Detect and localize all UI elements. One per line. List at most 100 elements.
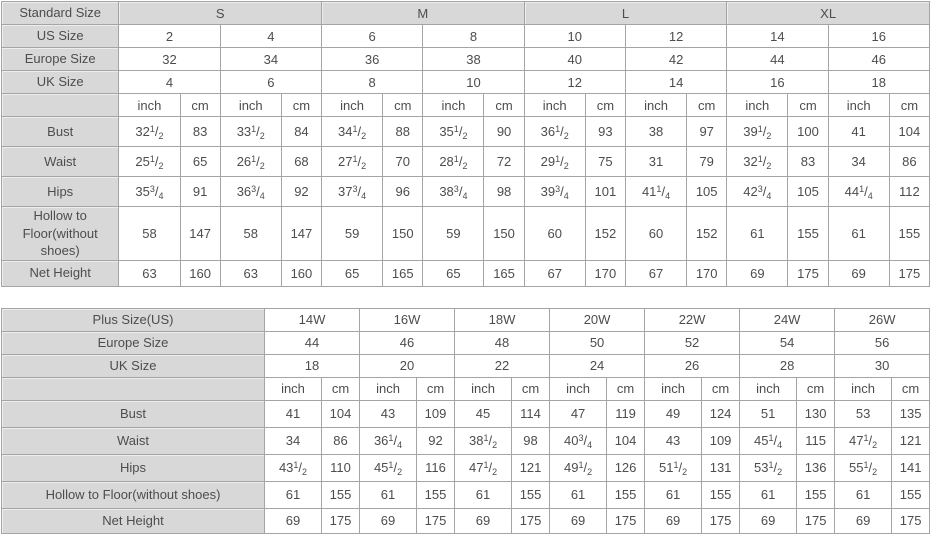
hollow-to-floor-without-shoes-cm-value: 147 — [179, 206, 221, 261]
hollow-to-floor-without-shoes-inch-value: 61 — [834, 480, 893, 509]
net-height-inch-value: 69 — [454, 507, 513, 534]
waist-inch-value: 291/2 — [523, 146, 586, 177]
unit-cm-label: cm — [584, 93, 626, 117]
row-label-bust: Bust — [1, 399, 265, 428]
unit-cm-label: cm — [796, 376, 836, 401]
row-label-uk-size: UK Size — [1, 353, 265, 378]
bust-inch-value: 43 — [359, 399, 418, 428]
unit-cm-label: cm — [382, 93, 424, 117]
hips-cm-value: 121 — [511, 453, 551, 482]
waist-cm-value: 79 — [686, 146, 728, 177]
uk-size-value: 30 — [834, 353, 931, 378]
us-size-value: 16 — [827, 24, 931, 48]
hips-cm-value: 92 — [280, 176, 323, 207]
hollow-to-floor-without-shoes-inch-value: 58 — [118, 206, 181, 261]
net-height-inch-value: 65 — [320, 259, 384, 287]
bust-inch-value: 361/2 — [523, 116, 586, 147]
row-label-europe-size: Europe Size — [0, 47, 120, 71]
europe-size-value: 34 — [219, 47, 323, 71]
net-height-inch-value: 69 — [739, 507, 798, 534]
waist-inch-value: 471/2 — [834, 426, 893, 455]
hips-inch-value: 491/2 — [549, 453, 608, 482]
net-height-cm-value: 160 — [280, 259, 323, 287]
bust-inch-value: 321/2 — [118, 116, 181, 147]
bust-inch-value: 45 — [454, 399, 513, 428]
hollow-to-floor-without-shoes-cm-value: 155 — [796, 480, 836, 509]
standard-size-table: Standard Size S M L XL US Size 2 4 6 8 10 12 14 16 Eur… — [0, 1, 931, 287]
bust-inch-value: 51 — [739, 399, 798, 428]
net-height-cm-value: 175 — [701, 507, 741, 534]
net-height-cm-value: 175 — [796, 507, 836, 534]
hollow-to-floor-without-shoes-inch-value: 61 — [264, 480, 322, 509]
hips-inch-value: 353/4 — [118, 176, 181, 207]
hollow-to-floor-without-shoes-inch-value: 58 — [219, 206, 282, 261]
europe-size-value: 36 — [320, 47, 424, 71]
hollow-to-floor-without-shoes-cm-value: 155 — [787, 206, 829, 261]
hips-cm-value: 131 — [701, 453, 741, 482]
uk-size-value: 10 — [422, 70, 525, 94]
waist-cm-value: 83 — [787, 146, 829, 177]
bust-cm-value: 100 — [787, 116, 829, 147]
net-height-cm-value: 170 — [686, 259, 728, 287]
net-height-inch-value: 63 — [118, 259, 181, 287]
uk-size-value: 4 — [118, 70, 221, 94]
net-height-inch-value: 69 — [834, 507, 893, 534]
hips-inch-value: 531/2 — [739, 453, 798, 482]
net-height-inch-value: 69 — [264, 507, 322, 534]
net-height-cm-value: 175 — [320, 507, 361, 534]
uk-size-value: 18 — [263, 353, 361, 378]
hips-cm-value: 126 — [606, 453, 646, 482]
hips-cm-value: 141 — [891, 453, 931, 482]
hips-inch-value: 411/4 — [624, 176, 688, 207]
size-group-xl: XL — [726, 1, 930, 25]
hollow-to-floor-without-shoes-cm-value: 150 — [382, 206, 424, 261]
hips-inch-value: 393/4 — [523, 176, 586, 207]
unit-inch-label: inch — [624, 93, 688, 117]
us-size-value: 10 — [523, 24, 626, 48]
plus-size-us-value: 16W — [359, 307, 456, 332]
net-height-cm-value: 170 — [584, 259, 626, 287]
size-group-s: S — [118, 1, 322, 25]
waist-cm-value: 70 — [382, 146, 424, 177]
europe-size-value: 46 — [827, 47, 931, 71]
hips-inch-value: 363/4 — [219, 176, 282, 207]
plus-size-us-value: 26W — [834, 307, 931, 332]
waist-cm-value: 104 — [606, 426, 646, 455]
hollow-to-floor-without-shoes-cm-value: 155 — [416, 480, 456, 509]
europe-size-value: 48 — [454, 330, 551, 355]
waist-cm-value: 65 — [179, 146, 221, 177]
bust-inch-value: 41 — [827, 116, 890, 147]
unit-cm-label: cm — [280, 93, 323, 117]
hollow-to-floor-without-shoes-inch-value: 61 — [726, 206, 789, 261]
row-label-uk-size: UK Size — [0, 70, 120, 94]
unit-cm-label: cm — [483, 93, 525, 117]
unit-inch-label: inch — [359, 376, 418, 401]
hips-inch-value: 383/4 — [422, 176, 485, 207]
row-label-waist: Waist — [1, 426, 265, 455]
unit-cm-label: cm — [416, 376, 456, 401]
bust-cm-value: 119 — [606, 399, 646, 428]
unit-row-corner — [0, 93, 120, 117]
net-height-cm-value: 175 — [416, 507, 456, 534]
bust-cm-value: 88 — [382, 116, 424, 147]
net-height-inch-value: 69 — [827, 259, 890, 287]
uk-size-value: 8 — [320, 70, 424, 94]
hollow-to-floor-without-shoes-inch-value: 61 — [644, 480, 703, 509]
hollow-to-floor-without-shoes-inch-value: 61 — [827, 206, 890, 261]
net-height-cm-value: 175 — [888, 259, 931, 287]
us-size-value: 12 — [624, 24, 728, 48]
unit-inch-label: inch — [320, 93, 384, 117]
row-label-net-height: Net Height — [1, 507, 265, 534]
uk-size-value: 24 — [549, 353, 646, 378]
unit-inch-label: inch — [264, 376, 322, 401]
net-height-inch-value: 69 — [726, 259, 789, 287]
waist-cm-value: 75 — [584, 146, 626, 177]
net-height-inch-value: 67 — [523, 259, 586, 287]
size-group-l: L — [523, 1, 728, 25]
bust-inch-value: 341/2 — [320, 116, 384, 147]
row-label-europe-size: Europe Size — [1, 330, 265, 355]
row-label-hips: Hips — [0, 176, 120, 207]
unit-inch-label: inch — [644, 376, 703, 401]
net-height-cm-value: 175 — [511, 507, 551, 534]
waist-inch-value: 451/4 — [739, 426, 798, 455]
